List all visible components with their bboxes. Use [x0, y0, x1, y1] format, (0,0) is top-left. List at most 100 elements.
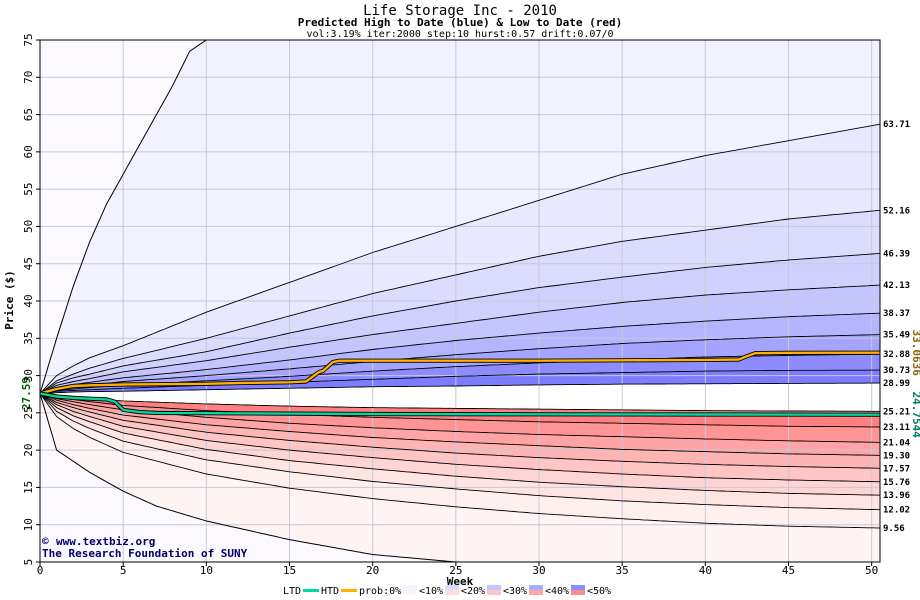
- x-tick-label: 15: [283, 564, 296, 577]
- probability-band-10: [40, 393, 880, 427]
- outer-high-line: [39, 39, 207, 394]
- probability-band-5: [40, 313, 880, 394]
- quantile-end-label: 23.11: [883, 423, 910, 433]
- quantile-line: [39, 123, 881, 394]
- y-tick-label: 65: [22, 108, 35, 121]
- quantile-line: [39, 393, 880, 412]
- probability-band-6: [40, 334, 880, 394]
- quantile-end-label: 63.71: [883, 120, 910, 130]
- x-tick-label: 45: [782, 564, 795, 577]
- quantile-end-label: 17.57: [883, 464, 910, 474]
- x-tick-label: 5: [120, 564, 127, 577]
- quantile-line: [39, 369, 880, 394]
- legend-swatch-red: [529, 590, 543, 595]
- probability-band-3: [40, 253, 880, 394]
- quantile-end-label: 42.13: [883, 281, 910, 291]
- y-tick-label: 50: [22, 220, 35, 233]
- probability-band-2: [40, 210, 880, 394]
- quantile-line: [39, 284, 881, 394]
- plot-area: [39, 39, 881, 563]
- ltd-end-value: 24.7544: [910, 392, 920, 439]
- legend-swatch-blue: [529, 585, 543, 590]
- x-tick-label: 40: [699, 564, 712, 577]
- probability-band-13: [40, 393, 880, 469]
- y-tick-label: 15: [22, 481, 35, 494]
- y-tick-label: 40: [22, 294, 35, 307]
- quantile-end-label: 12.02: [883, 506, 910, 516]
- quantile-end-label: 35.49: [883, 331, 910, 341]
- x-tick-label: 35: [616, 564, 629, 577]
- quantile-end-label: 38.37: [883, 309, 910, 319]
- quantile-end-label: 25.21: [883, 407, 910, 417]
- x-tick-label: 10: [200, 564, 213, 577]
- probability-band-16: [40, 393, 880, 510]
- watermark: © www.textbiz.org The Research Foundatio…: [42, 535, 248, 560]
- quantile-line: [39, 393, 881, 496]
- legend-swatch-red: [487, 590, 501, 595]
- legend-prob-item: <50%: [587, 586, 611, 597]
- legend-swatch-red: [403, 590, 417, 595]
- probability-band-11: [40, 393, 880, 443]
- quantile-end-label: 32.88: [883, 350, 910, 360]
- probability-band-4: [40, 285, 880, 394]
- quantile-line: [39, 393, 881, 511]
- quantile-end-label: 30.73: [883, 366, 910, 376]
- legend-htd-swatch: [341, 589, 357, 592]
- probability-band-14: [40, 393, 880, 482]
- watermark-site: www.textbiz.org: [56, 535, 155, 548]
- quantile-end-label: 21.04: [883, 438, 911, 448]
- quantile-end-label: 15.76: [883, 478, 910, 488]
- quantile-line: [39, 393, 881, 456]
- quantile-end-label: 9.56: [883, 524, 905, 534]
- quantile-line: [39, 209, 881, 394]
- quantile-line: [39, 382, 880, 394]
- legend-swatch-red: [571, 590, 585, 595]
- x-tick-label: 25: [449, 564, 462, 577]
- legend-swatch-red: [445, 590, 459, 595]
- axes: 63.71 52.16 46.39 42.13 38.37 35.49 32.88 30.73…: [20, 33, 920, 577]
- y-tick-label: 35: [22, 332, 35, 345]
- quantile-end-label: 28.99: [883, 379, 910, 389]
- watermark-org: The Research Foundation of SUNY: [42, 547, 248, 560]
- chart-params: vol:3.19% iter:2000 step:10 hurst:0.57 d…: [306, 29, 613, 40]
- y-tick-label: 10: [22, 518, 35, 531]
- probability-band-12: [40, 393, 880, 456]
- legend-prob-item: <10%: [419, 586, 443, 597]
- quantile-line: [39, 334, 881, 394]
- ltd-line: [39, 392, 881, 416]
- legend-prob-item: <20%: [461, 586, 485, 597]
- band-outer-low: [40, 393, 880, 562]
- quantile-end-label: 19.30: [883, 451, 910, 461]
- x-tick-label: 50: [865, 564, 878, 577]
- y-tick-label: 30: [22, 369, 35, 382]
- y-tick-label: 70: [22, 71, 35, 84]
- quantile-line: [39, 393, 881, 529]
- quantile-end-label: 13.96: [883, 491, 910, 501]
- htd-end-value: 33.0636: [910, 330, 920, 377]
- quantile-line: [39, 393, 881, 428]
- quantile-end-label: 46.39: [883, 249, 910, 259]
- legend-prob-item: <40%: [545, 586, 569, 597]
- quantile-line: [39, 312, 881, 394]
- quantile-line: [39, 393, 881, 483]
- x-axis-title: Week: [447, 575, 474, 588]
- htd-line: [39, 351, 881, 395]
- legend-ltd-swatch: [303, 589, 319, 592]
- quantile-end-label: 52.16: [883, 206, 910, 216]
- x-tick-label: 20: [366, 564, 379, 577]
- y-axis-title: Price ($): [3, 270, 16, 330]
- chart-subtitle: Predicted High to Date (blue) & Low to D…: [298, 16, 623, 29]
- legend-swatch-blue: [571, 585, 585, 590]
- quantile-line: [39, 393, 881, 469]
- probability-band-9: [40, 383, 880, 412]
- legend: LTD HTD prob:0% <10% <20% <30% <40% <50%: [283, 585, 611, 597]
- legend-prob-item: <30%: [503, 586, 527, 597]
- y-tick-label: 25: [22, 406, 35, 419]
- legend-swatch-blue: [403, 585, 417, 590]
- legend-prob-label: prob:0%: [359, 586, 401, 597]
- y-tick-label: 75: [22, 33, 35, 46]
- band-outer-high: [40, 40, 880, 394]
- y-tick-label: 55: [22, 183, 35, 196]
- copyright-symbol: ©: [42, 535, 49, 548]
